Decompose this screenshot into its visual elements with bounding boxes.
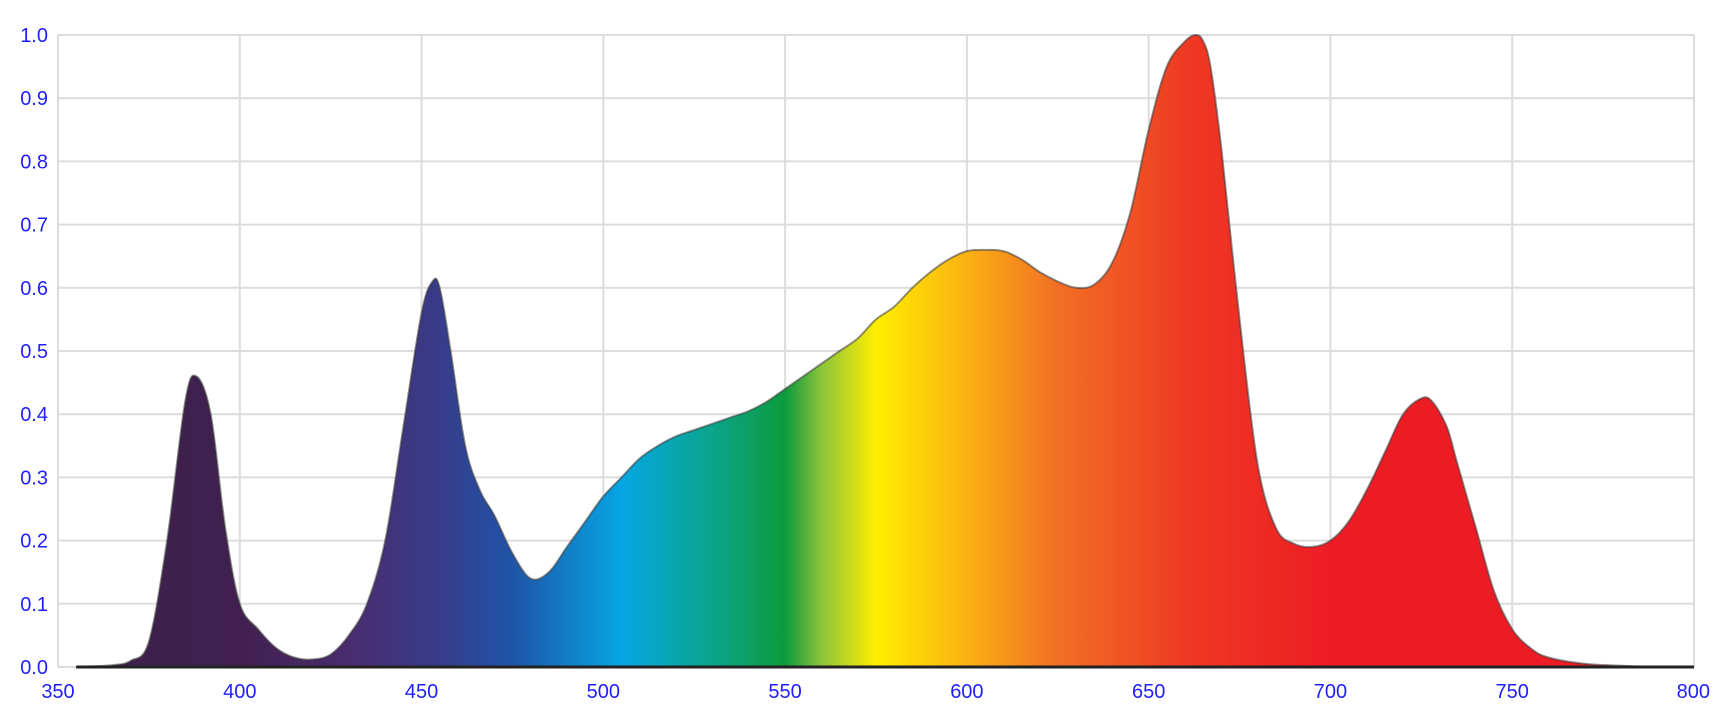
x-axis-tick-labels: 350 400 450 500 550 600 650 700 750 800 xyxy=(41,681,1710,703)
y-tick-label: 0.3 xyxy=(20,467,48,489)
x-tick-label: 450 xyxy=(405,681,438,703)
spectrum-area xyxy=(76,35,1694,667)
x-tick-label: 400 xyxy=(223,681,256,703)
y-tick-label: 0.9 xyxy=(20,88,48,110)
y-tick-label: 0.4 xyxy=(20,404,48,426)
x-tick-label: 350 xyxy=(41,681,74,703)
x-tick-label: 700 xyxy=(1314,681,1347,703)
x-tick-label: 600 xyxy=(950,681,983,703)
y-tick-label: 0.1 xyxy=(20,594,48,616)
y-tick-label: 1.0 xyxy=(20,25,48,47)
y-tick-label: 0.7 xyxy=(20,215,48,237)
x-tick-label: 750 xyxy=(1496,681,1529,703)
y-tick-label: 0.8 xyxy=(20,151,48,173)
x-tick-label: 800 xyxy=(1677,681,1710,703)
y-tick-label: 0.0 xyxy=(20,657,48,679)
y-axis-tick-labels: 0.0 0.1 0.2 0.3 0.4 0.5 0.6 0.7 0.8 0.9 1.0 xyxy=(20,25,48,679)
y-tick-label: 0.2 xyxy=(20,531,48,553)
x-tick-label: 500 xyxy=(587,681,620,703)
x-tick-label: 550 xyxy=(768,681,801,703)
spectrum-outline xyxy=(76,33,1694,667)
y-tick-label: 0.6 xyxy=(20,278,48,300)
y-tick-label: 0.5 xyxy=(20,341,48,363)
x-tick-label: 650 xyxy=(1132,681,1165,703)
